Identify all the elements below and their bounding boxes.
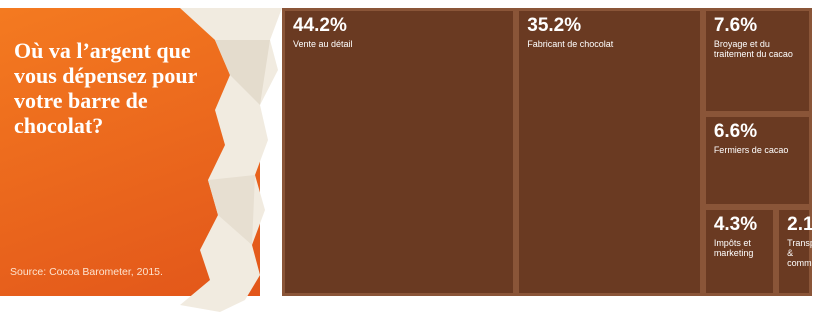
treemap-cell: 44.2% Vente au détail xyxy=(282,8,516,296)
treemap-cell: 7.6%Broyage et du traitement du cacao xyxy=(703,8,812,114)
category-label: Broyage et du traitement du cacao xyxy=(714,39,801,59)
source: Source: Cocoa Barometer, 2015. xyxy=(10,265,170,280)
treemap-cell: 35.2% Fabricant de chocolat xyxy=(516,8,703,296)
value-label: 4.3% xyxy=(714,214,765,236)
infographic: Où va l’argent que vous dépensez pour vo… xyxy=(0,0,814,318)
wrapper-paper xyxy=(160,0,290,318)
value-label: 35.2% xyxy=(527,15,692,37)
category-label: Vente au détail xyxy=(293,39,505,49)
treemap-cell: 2.1% Transports & commerçants xyxy=(776,207,812,296)
value-label: 44.2% xyxy=(293,15,505,37)
category-label: Fabricant de chocolat xyxy=(527,39,692,49)
value-label: 2.1% xyxy=(787,214,801,236)
category-label: Fermiers de cacao xyxy=(714,145,801,155)
treemap: 44.2% Vente au détail 35.2% Fabricant de ch… xyxy=(282,8,812,296)
category-label: Impôts et marketing xyxy=(714,238,765,258)
treemap-cell: 6.6% Fermiers de cacao xyxy=(703,114,812,206)
category-label: Transports & commerçants xyxy=(787,238,801,268)
treemap-cell: 4.3%Impôts et marketing xyxy=(703,207,776,296)
value-label: 6.6% xyxy=(714,121,801,143)
value-label: 7.6% xyxy=(714,15,801,37)
